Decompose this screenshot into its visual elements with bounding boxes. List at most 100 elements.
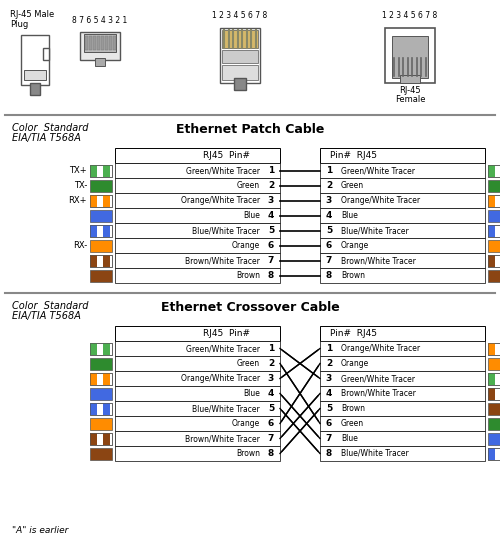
Text: Orange: Orange: [341, 241, 369, 250]
Bar: [96, 36, 100, 50]
Text: 1: 1: [326, 344, 332, 353]
Text: Orange/White Tracer: Orange/White Tracer: [181, 374, 260, 383]
Text: 6: 6: [326, 241, 332, 250]
Text: Blue/White Tracer: Blue/White Tracer: [341, 449, 409, 458]
Text: 7: 7: [268, 256, 274, 265]
Text: Green/White Tracer: Green/White Tracer: [341, 374, 415, 383]
Bar: [488, 388, 500, 400]
Text: Brown: Brown: [341, 404, 365, 413]
Text: Orange: Orange: [232, 241, 260, 250]
Bar: [90, 372, 112, 384]
Bar: [90, 224, 96, 237]
Bar: [90, 255, 112, 267]
Bar: [115, 341, 280, 356]
Bar: [115, 401, 280, 416]
Text: 3: 3: [268, 196, 274, 205]
Bar: [488, 388, 494, 400]
Bar: [488, 224, 500, 237]
Bar: [115, 268, 280, 283]
Text: RJ-45 Male: RJ-45 Male: [10, 10, 54, 19]
Bar: [80, 32, 120, 60]
Bar: [115, 238, 280, 253]
Bar: [115, 446, 280, 461]
Bar: [320, 193, 485, 208]
Text: Brown: Brown: [236, 449, 260, 458]
Bar: [90, 343, 96, 355]
Text: Green/White Tracer: Green/White Tracer: [341, 166, 415, 175]
Text: Brown/White Tracer: Brown/White Tracer: [185, 256, 260, 265]
Bar: [488, 210, 500, 222]
Text: 5: 5: [268, 226, 274, 235]
Bar: [104, 36, 108, 50]
Bar: [90, 433, 112, 445]
Text: Pin#  RJ45: Pin# RJ45: [330, 329, 377, 338]
Text: 4: 4: [326, 389, 332, 398]
Text: Ethernet Crossover Cable: Ethernet Crossover Cable: [160, 301, 340, 314]
Text: 8: 8: [326, 271, 332, 280]
Bar: [103, 194, 110, 206]
Bar: [90, 165, 112, 176]
Bar: [488, 194, 500, 206]
Bar: [115, 148, 280, 163]
Text: 8: 8: [268, 449, 274, 458]
Text: TX-: TX-: [74, 181, 87, 190]
Bar: [320, 238, 485, 253]
Text: Brown/White Tracer: Brown/White Tracer: [341, 256, 416, 265]
Text: 4: 4: [268, 211, 274, 220]
Bar: [320, 326, 485, 341]
Bar: [320, 446, 485, 461]
Bar: [488, 372, 500, 384]
Bar: [320, 178, 485, 193]
Bar: [488, 224, 494, 237]
Text: 8: 8: [268, 271, 274, 280]
Bar: [115, 223, 280, 238]
Text: Green/White Tracer: Green/White Tracer: [186, 344, 260, 353]
Bar: [88, 36, 92, 50]
Bar: [392, 36, 428, 78]
Bar: [115, 326, 280, 341]
Bar: [320, 431, 485, 446]
Text: EIA/TIA T568A: EIA/TIA T568A: [12, 133, 81, 143]
Bar: [103, 343, 110, 355]
Bar: [488, 239, 500, 251]
Text: 2: 2: [268, 181, 274, 190]
Bar: [488, 165, 494, 176]
Bar: [488, 165, 500, 176]
Bar: [84, 34, 116, 52]
Text: Green: Green: [237, 359, 260, 368]
Bar: [90, 224, 112, 237]
Bar: [103, 372, 110, 384]
Bar: [488, 255, 500, 267]
Bar: [488, 447, 494, 459]
Text: 7: 7: [326, 256, 332, 265]
Bar: [90, 343, 112, 355]
Text: Blue: Blue: [341, 434, 358, 443]
Bar: [115, 431, 280, 446]
Bar: [112, 36, 116, 50]
Bar: [400, 75, 420, 83]
Bar: [90, 255, 112, 267]
Bar: [488, 447, 500, 459]
Text: 6: 6: [326, 419, 332, 428]
Bar: [90, 343, 112, 355]
Bar: [90, 180, 112, 192]
Bar: [488, 418, 500, 430]
Bar: [90, 194, 112, 206]
Text: 5: 5: [326, 404, 332, 413]
Text: 1 2 3 4 5 6 7 8: 1 2 3 4 5 6 7 8: [212, 11, 268, 20]
Bar: [43, 48, 49, 60]
Bar: [90, 194, 96, 206]
Text: EIA/TIA T568A: EIA/TIA T568A: [12, 311, 81, 321]
Bar: [115, 163, 280, 178]
Text: Orange: Orange: [232, 419, 260, 428]
Bar: [488, 180, 500, 192]
Text: 8 7 6 5 4 3 2 1: 8 7 6 5 4 3 2 1: [72, 16, 128, 25]
Bar: [488, 224, 500, 237]
Text: Blue: Blue: [341, 211, 358, 220]
Text: Blue: Blue: [243, 389, 260, 398]
Bar: [103, 433, 110, 445]
Bar: [320, 341, 485, 356]
Text: Blue/White Tracer: Blue/White Tracer: [192, 404, 260, 413]
Bar: [115, 178, 280, 193]
Bar: [320, 223, 485, 238]
